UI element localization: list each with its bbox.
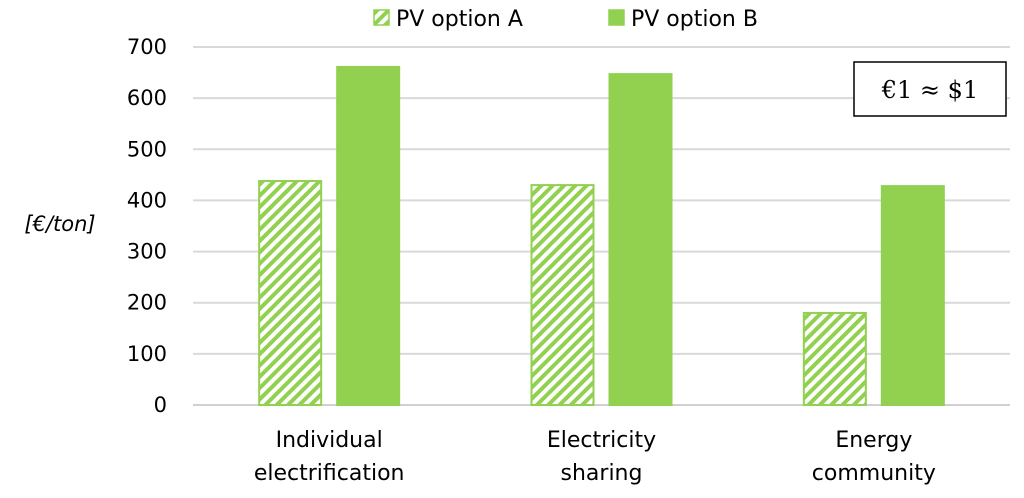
y-axis-label: [€/ton] (24, 212, 95, 236)
y-tick-label: 500 (127, 137, 167, 161)
legend-label: PV option A (396, 7, 523, 32)
y-axis-ticks: 0 100 200 300 400 500 600 700 (127, 35, 167, 417)
x-category-label-line: community (812, 461, 936, 486)
y-tick-label: 100 (127, 342, 167, 366)
bar-pv-option-a (258, 179, 323, 406)
x-category-label-line: electrification (254, 461, 405, 486)
bar-pv-option-b (880, 185, 945, 406)
bars (258, 65, 945, 407)
note-text: €1 ≈ $1 (881, 76, 978, 104)
legend: PV option A PV option B (373, 7, 758, 32)
x-category-label: Energy community (812, 428, 936, 486)
x-category-label-line: Individual (276, 428, 383, 453)
legend-label: PV option B (631, 7, 758, 32)
x-category-label-line: Electricity (547, 428, 656, 453)
exchange-rate-note: €1 ≈ $1 (853, 61, 1007, 117)
x-category-label: Electricity sharing (547, 428, 656, 486)
y-tick-label: 400 (127, 188, 167, 212)
x-category-label-line: sharing (561, 461, 643, 486)
bar-pv-option-a (802, 311, 867, 407)
x-category-label: Individual electrification (254, 428, 405, 486)
y-tick-label: 200 (127, 291, 167, 315)
x-axis-categories: Individual electrification Electricity shar… (254, 428, 936, 486)
legend-swatch (373, 9, 390, 26)
bar-pv-option-a (530, 184, 595, 406)
y-tick-label: 700 (127, 35, 167, 59)
y-tick-label: 0 (154, 393, 167, 417)
y-tick-label: 600 (127, 86, 167, 110)
legend-swatch (608, 9, 625, 26)
x-category-label-line: Energy (835, 428, 912, 453)
note-box (853, 61, 1007, 117)
bar-pv-option-b (336, 65, 401, 407)
gridlines (193, 46, 1010, 406)
bar-pv-option-b (608, 73, 673, 406)
y-tick-label: 300 (127, 240, 167, 264)
